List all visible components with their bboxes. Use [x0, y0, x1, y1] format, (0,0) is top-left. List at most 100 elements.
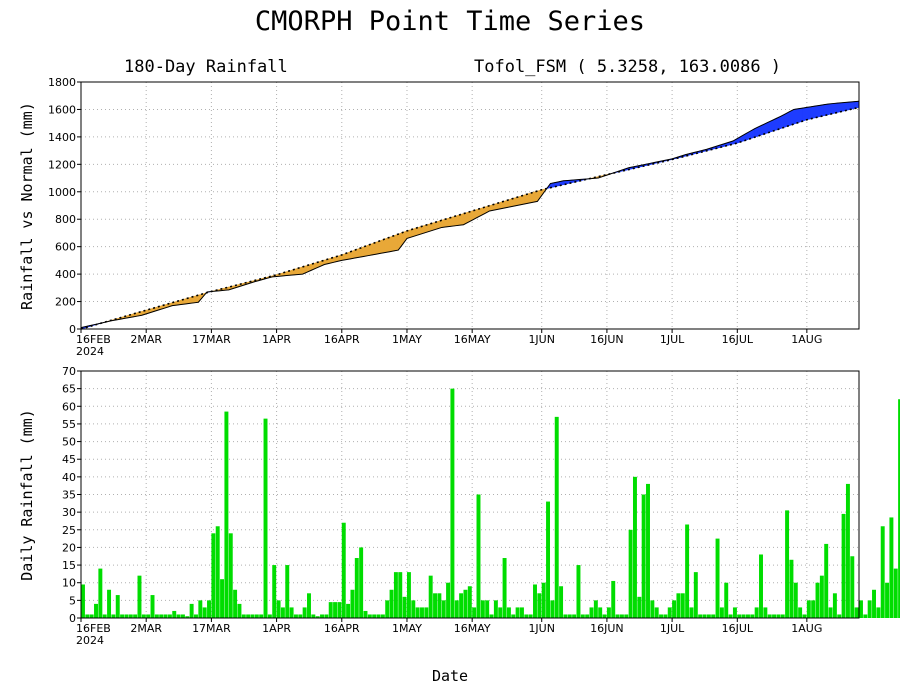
difference-band: [524, 193, 529, 205]
actual-rainfall-line: [80, 100, 860, 329]
daily-rainfall-bar: [806, 600, 811, 618]
daily-rainfall-bar: [598, 607, 603, 618]
daily-rainfall-bar: [533, 584, 537, 618]
difference-band: [367, 243, 373, 257]
bottom-y-tick-label: 10: [62, 577, 76, 590]
bottom-y-tick-label: 45: [62, 453, 76, 466]
daily-rainfall-bar: [150, 595, 155, 618]
daily-rainfall-bar: [241, 614, 246, 618]
daily-rainfall-bar: [367, 614, 372, 618]
normal-rainfall-line: [80, 106, 860, 330]
daily-rainfall-bar: [115, 595, 120, 618]
daily-rainfall-bar: [94, 603, 98, 618]
top-x-tick-label: 2MAR: [130, 333, 162, 346]
top-x-tick-label: 16MAY: [454, 333, 491, 346]
top-x-tick-label: 1AUG: [791, 333, 822, 346]
daily-rainfall-bar: [624, 614, 629, 618]
daily-rainfall-bar: [380, 614, 385, 618]
daily-rainfall-bar: [302, 607, 307, 618]
daily-rainfall-bar: [341, 522, 346, 618]
daily-rainfall-bar: [163, 614, 168, 618]
daily-rainfall-bar: [398, 572, 403, 618]
daily-rainfall-bar: [415, 607, 420, 618]
daily-rainfall-bar: [289, 607, 294, 618]
top-y-tick-label: 800: [55, 213, 76, 226]
daily-rainfall-bar: [259, 614, 264, 618]
daily-rainfall-bar: [376, 614, 381, 618]
daily-rainfall-bar: [189, 603, 194, 618]
bottom-x-tick-label: 17MAR: [192, 622, 231, 635]
difference-band: [854, 100, 860, 109]
daily-rainfall-bar: [872, 589, 876, 618]
daily-rainfall-bar: [706, 614, 711, 618]
daily-rainfall-bar: [850, 556, 855, 618]
bottom-x-tick-label: 1JUN: [528, 622, 555, 635]
daily-rainfall-bar: [476, 494, 481, 618]
daily-rainfall-bar: [667, 607, 672, 618]
daily-rainfall-bar: [885, 582, 890, 618]
daily-rainfall-bar: [272, 565, 277, 618]
daily-rainfall-bar: [215, 526, 220, 618]
daily-rainfall-bar: [393, 572, 398, 618]
daily-rainfall-bar: [198, 600, 203, 618]
difference-band: [193, 294, 199, 304]
top-y-tick-label: 0: [69, 323, 76, 336]
daily-rainfall-bar: [693, 572, 698, 618]
daily-rainfall-bar: [876, 607, 881, 618]
bottom-y-tick-label: 55: [62, 418, 76, 431]
bottom-y-tick-label: 15: [62, 559, 76, 572]
daily-rainfall-bar: [185, 616, 190, 618]
daily-rainfall-bar: [220, 579, 225, 618]
daily-rainfall-bar: [194, 614, 198, 618]
difference-band: [823, 103, 829, 116]
daily-rainfall-bar: [754, 607, 759, 618]
daily-rainfall-bar: [550, 600, 555, 618]
difference-band: [376, 240, 382, 255]
daily-rainfall-bar: [124, 614, 129, 618]
daily-rainfall-bar: [359, 547, 364, 618]
difference-band: [371, 241, 377, 256]
daily-rainfall-bar: [528, 614, 533, 618]
daily-rainfall-bar: [411, 600, 416, 618]
daily-rainfall-bar: [659, 614, 664, 618]
daily-rainfall-bar: [489, 614, 494, 618]
station-label: Tofol_FSM ( 5.3258, 163.0086 ): [474, 57, 781, 77]
daily-rainfall-bar: [133, 614, 138, 618]
bottom-y-tick-label: 40: [62, 471, 76, 484]
daily-rainfall-bar: [167, 614, 172, 618]
daily-rainfall-bar: [81, 584, 85, 618]
daily-rainfall-bar: [854, 607, 859, 618]
daily-rainfall-bar: [715, 538, 720, 618]
daily-rainfall-bar: [880, 526, 885, 618]
daily-rainfall-bar: [576, 565, 581, 618]
daily-rainfall-bar: [333, 602, 338, 618]
daily-rainfall-bar: [385, 600, 390, 618]
cumulative-panel: 180-Day Rainfall Tofol_FSM ( 5.3258, 163…: [18, 57, 860, 358]
bottom-y-tick-label: 50: [62, 436, 76, 449]
difference-band: [393, 233, 399, 252]
daily-rainfall-bar: [85, 614, 90, 618]
daily-rainfall-bar: [337, 602, 342, 618]
daily-rainfall-bar: [141, 614, 146, 618]
daily-rainfall-bar: [541, 582, 546, 618]
daily-rainfall-bar: [441, 600, 446, 618]
top-y-tick-label: 600: [55, 241, 76, 254]
daily-rainfall-bar: [780, 614, 785, 618]
daily-rainfall-bar: [437, 593, 442, 618]
daily-rainfall-bar: [424, 607, 429, 618]
daily-rainfall-bar: [889, 517, 894, 618]
daily-rainfall-bar: [737, 614, 742, 618]
daily-rainfall-bar: [354, 558, 359, 618]
daily-rainfall-bar: [102, 614, 107, 618]
bottom-y-tick-label: 35: [62, 489, 76, 502]
top-y-tick-label: 1800: [48, 76, 76, 89]
daily-rainfall-bar: [202, 607, 207, 618]
daily-rainfall-bar: [519, 607, 524, 618]
daily-rainfall-bar: [480, 600, 485, 618]
daily-rainfall-bar: [637, 596, 642, 618]
daily-rainfall-bar: [146, 614, 151, 618]
daily-rainfall-bar: [120, 614, 125, 618]
daily-rainfall-bar: [845, 483, 850, 618]
daily-rainfall-bar: [372, 614, 377, 618]
top-x-tick-label: 17MAR: [192, 333, 231, 346]
